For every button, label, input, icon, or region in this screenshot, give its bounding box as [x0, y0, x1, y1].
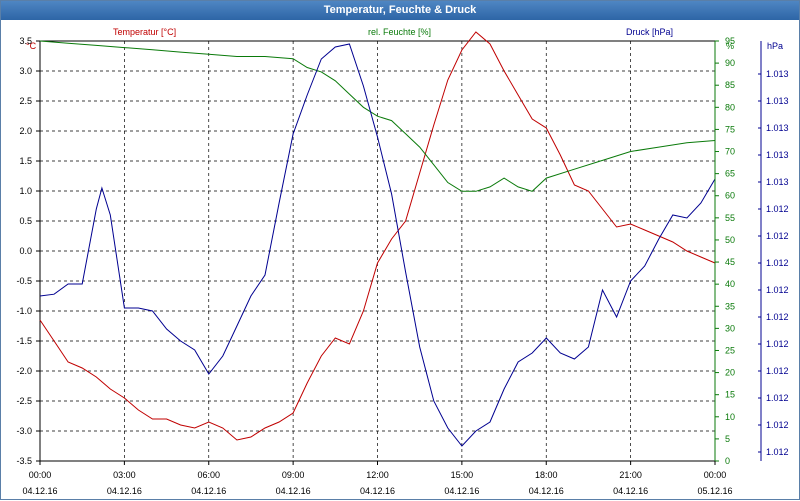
tick-pressure: 1.013: [766, 123, 789, 133]
tick-humidity: 0: [725, 456, 730, 466]
tick-time: 00:00: [704, 470, 727, 480]
legend-pressure: Druck [hPa]: [626, 27, 673, 37]
tick-time: 18:00: [535, 470, 558, 480]
axis-pressure: hPa 1.013 1.013 1.013 1.013 1.013 1.012 1.012 1…: [758, 41, 789, 461]
tick-temperature: 2.5: [19, 96, 32, 106]
tick-time: 06:00: [197, 470, 220, 480]
tick-pressure: 1.012: [766, 285, 789, 295]
tick-pressure: 1.012: [766, 420, 789, 430]
tick-pressure: 1.013: [766, 150, 789, 160]
tick-date: 04.12.16: [22, 486, 57, 496]
tick-humidity: 60: [725, 191, 735, 201]
tick-humidity: 65: [725, 169, 735, 179]
tick-pressure: 1.012: [766, 366, 789, 376]
legend-humidity: rel. Feuchte [%]: [368, 27, 431, 37]
tick-humidity: 45: [725, 257, 735, 267]
tick-date: 04.12.16: [191, 486, 226, 496]
tick-temperature: -1.5: [16, 336, 32, 346]
tick-time: 09:00: [282, 470, 305, 480]
tick-humidity: 85: [725, 80, 735, 90]
tick-temperature: -0.5: [16, 276, 32, 286]
axis-pressure-unit: hPa: [767, 41, 783, 51]
tick-time: 12:00: [366, 470, 389, 480]
window-title: Temperatur, Feuchte & Druck: [1, 1, 799, 20]
tick-pressure: 1.012: [766, 393, 789, 403]
tick-humidity: 25: [725, 345, 735, 355]
tick-pressure: 1.013: [766, 177, 789, 187]
tick-pressure: 1.012: [766, 312, 789, 322]
tick-humidity: 55: [725, 213, 735, 223]
tick-temperature: 3.5: [19, 36, 32, 46]
tick-humidity: 5: [725, 434, 730, 444]
tick-pressure: 1.012: [766, 204, 789, 214]
tick-date: 04.12.16: [613, 486, 648, 496]
tick-pressure: 1.012: [766, 258, 789, 268]
axis-temperature-unit: °C: [26, 41, 37, 51]
tick-temperature: 2.0: [19, 126, 32, 136]
tick-temperature: 0.0: [19, 246, 32, 256]
tick-temperature: 0.5: [19, 216, 32, 226]
legend-temperature: Temperatur [°C]: [113, 27, 176, 37]
tick-pressure: 1.012: [766, 339, 789, 349]
tick-humidity: 95: [725, 36, 735, 46]
tick-time: 15:00: [451, 470, 474, 480]
series-pressure: [39, 43, 716, 447]
tick-pressure: 1.013: [766, 69, 789, 79]
axis-time: 00:00 04.12.16 03:00 04.12.16 06:00 04.12.16 0…: [22, 461, 733, 496]
tick-temperature: 1.5: [19, 156, 32, 166]
tick-humidity: 15: [725, 390, 735, 400]
tick-time: 21:00: [619, 470, 642, 480]
tick-time: 00:00: [29, 470, 52, 480]
tick-humidity: 75: [725, 124, 735, 134]
tick-pressure: 1.012: [766, 231, 789, 241]
tick-pressure: 1.013: [766, 96, 789, 106]
tick-humidity: 50: [725, 235, 735, 245]
series-group: [39, 31, 716, 447]
tick-date: 04.12.16: [529, 486, 564, 496]
tick-humidity: 35: [725, 301, 735, 311]
tick-humidity: 40: [725, 279, 735, 289]
tick-temperature: -2.5: [16, 396, 32, 406]
tick-humidity: 20: [725, 368, 735, 378]
tick-humidity: 70: [725, 147, 735, 157]
series-humidity: [39, 40, 716, 192]
tick-temperature: -2.0: [16, 366, 32, 376]
axis-temperature: °C 3.5 3.0 2.5 2.0 1.5 1.0 0.5 0.0 -0.5 -1.0 -1.5 -…: [16, 36, 40, 466]
tick-date: 04.12.16: [107, 486, 142, 496]
tick-humidity: 10: [725, 412, 735, 422]
tick-time: 03:00: [113, 470, 136, 480]
tick-date: 04.12.16: [276, 486, 311, 496]
tick-date: 05.12.16: [697, 486, 732, 496]
tick-temperature: -3.0: [16, 426, 32, 436]
tick-date: 04.12.16: [360, 486, 395, 496]
tick-humidity: 90: [725, 58, 735, 68]
tick-temperature: 1.0: [19, 186, 32, 196]
series-temperature: [39, 31, 716, 441]
tick-date: 04.12.16: [444, 486, 479, 496]
tick-humidity: 80: [725, 102, 735, 112]
axis-humidity-unit: %: [726, 41, 734, 51]
grid: [40, 41, 715, 461]
legend: Temperatur [°C] rel. Feuchte [%] Druck […: [113, 27, 673, 37]
tick-humidity: 30: [725, 323, 735, 333]
tick-pressure: 1.012: [766, 447, 789, 457]
tick-temperature: 3.0: [19, 66, 32, 76]
tick-temperature: -3.5: [16, 456, 32, 466]
tick-temperature: -1.0: [16, 306, 32, 316]
